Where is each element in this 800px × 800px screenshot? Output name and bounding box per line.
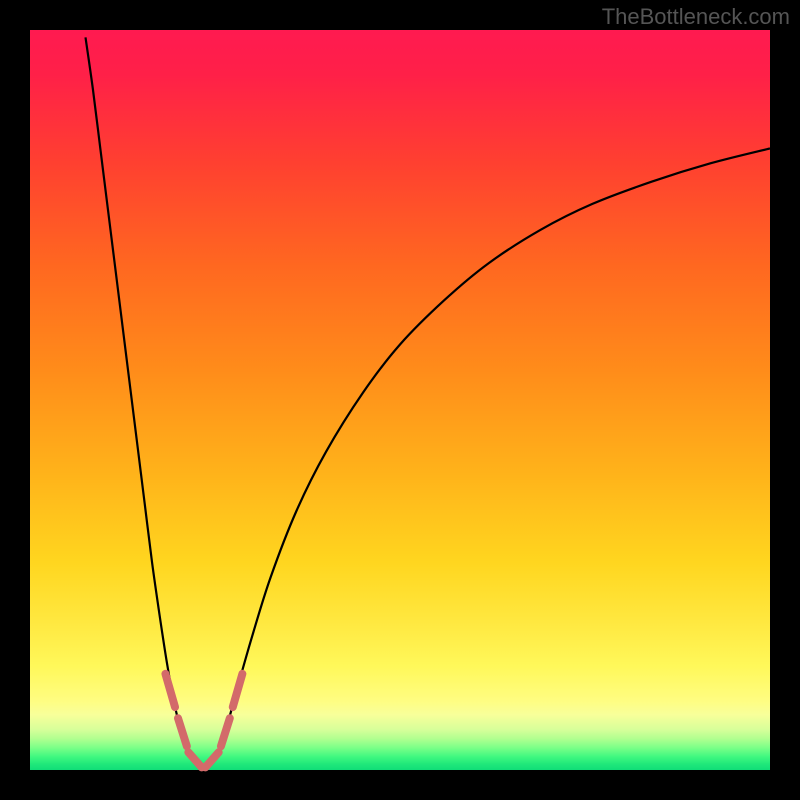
- plot-area: [30, 30, 770, 770]
- bottleneck-chart: [0, 0, 800, 800]
- watermark-text: TheBottleneck.com: [602, 4, 790, 30]
- chart-container: TheBottleneck.com: [0, 0, 800, 800]
